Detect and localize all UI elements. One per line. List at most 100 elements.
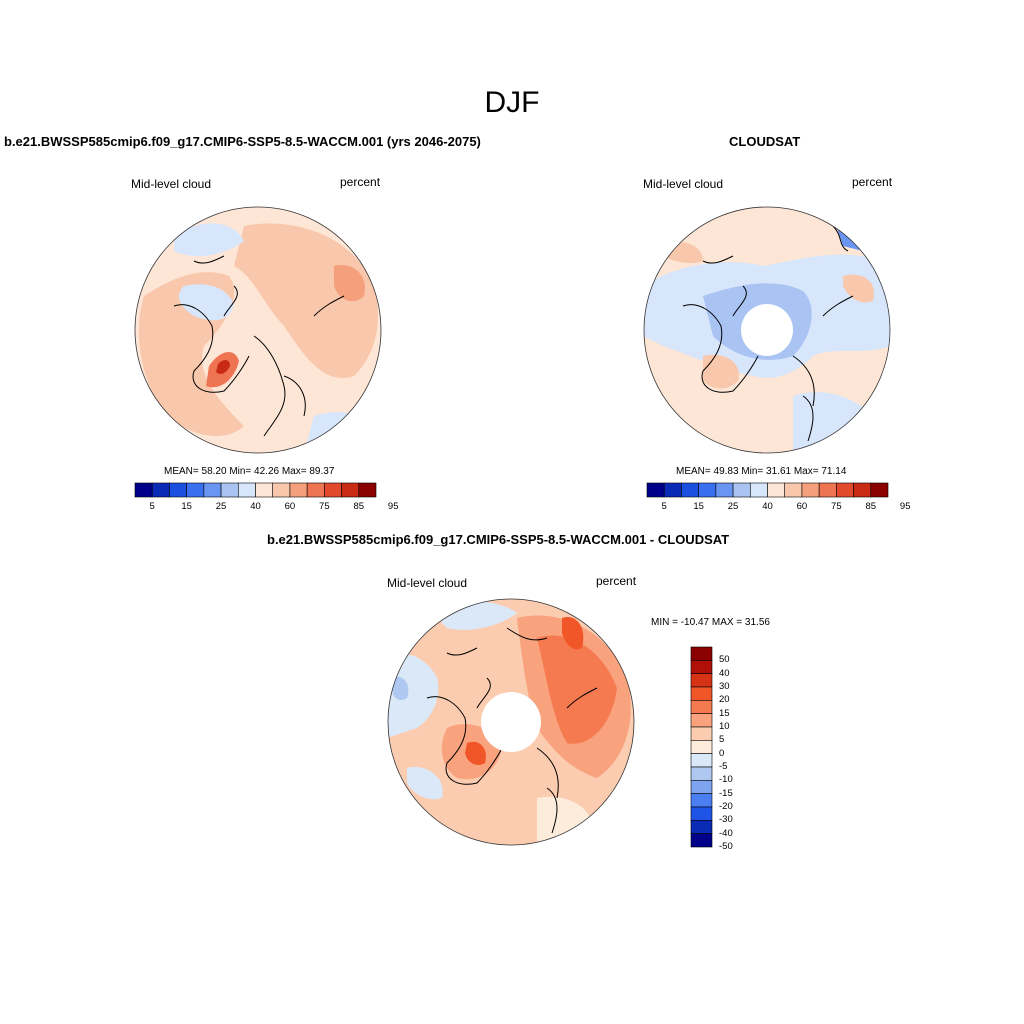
- panel3-stats: MIN = -10.47 MAX = 31.56: [651, 617, 770, 628]
- colorbar-swatch: [690, 713, 713, 728]
- panel1-variable-label: Mid-level cloud: [131, 177, 212, 191]
- colorbar-tick-label: -10: [719, 774, 733, 786]
- colorbar-tick-label: -20: [719, 801, 733, 812]
- colorbar-swatch: [749, 482, 768, 498]
- colorbar-tick-label: 50: [719, 654, 730, 666]
- colorbar-swatch: [306, 482, 325, 498]
- colorbar-tick-label: -5: [719, 761, 728, 772]
- colorbar-swatch: [358, 482, 377, 498]
- colorbar-swatch: [690, 820, 713, 834]
- colorbar-swatch: [690, 780, 713, 794]
- panel2-colorbar: [646, 482, 889, 498]
- colorbar-swatch: [690, 793, 713, 808]
- colorbar-tick-label: 25: [727, 501, 739, 512]
- colorbar-swatch: [272, 482, 291, 498]
- colorbar-tick-label: 40: [719, 667, 730, 679]
- panel3-field-negative: [388, 654, 439, 738]
- colorbar-tick-label: 40: [250, 501, 261, 512]
- colorbar-swatch: [732, 482, 751, 498]
- colorbar-swatch: [690, 833, 713, 848]
- colorbar-tick-label: 75: [831, 501, 842, 512]
- panel2-variable-label: Mid-level cloud: [643, 177, 724, 191]
- colorbar-tick-label: 30: [719, 681, 730, 692]
- panel3-field-positive-2: [537, 635, 617, 744]
- colorbar-swatch: [289, 482, 308, 498]
- colorbar-tick-label: 95: [899, 501, 911, 512]
- colorbar-swatch: [690, 673, 713, 688]
- panel2-field-moderate: [703, 354, 739, 389]
- colorbar-swatch: [690, 660, 713, 674]
- colorbar-swatch: [134, 482, 153, 498]
- colorbar-tick-label: 60: [796, 501, 808, 512]
- colorbar-swatch: [690, 753, 713, 768]
- colorbar-tick-label: 5: [719, 734, 725, 746]
- panel3-colorbar: [690, 646, 713, 848]
- colorbar-tick-label: 85: [865, 501, 877, 512]
- panel3-polar-map: [387, 598, 635, 846]
- panel2-units-label: percent: [852, 175, 893, 189]
- panel2-field-moderate-3: [843, 274, 874, 303]
- panel1-field-moderate: [234, 223, 378, 378]
- panel1-field-low: [178, 284, 234, 321]
- colorbar-swatch: [690, 726, 713, 741]
- panel2-polar-map: [643, 206, 891, 454]
- colorbar-tick-label: -15: [719, 787, 733, 799]
- colorbar-swatch: [663, 482, 682, 498]
- colorbar-tick-label: -30: [719, 814, 733, 826]
- colorbar-swatch: [681, 482, 699, 498]
- colorbar-swatch: [690, 646, 713, 661]
- colorbar-tick-label: 15: [693, 501, 704, 512]
- colorbar-tick-label: 15: [719, 707, 730, 719]
- panel3-missing-data-hole: [481, 692, 541, 752]
- panel1-units-label: percent: [340, 175, 381, 189]
- colorbar-swatch: [801, 482, 820, 498]
- colorbar-swatch: [646, 482, 665, 498]
- colorbar-swatch: [203, 482, 222, 498]
- panel2-coastline: [682, 225, 854, 442]
- colorbar-swatch: [690, 806, 713, 821]
- colorbar-swatch: [853, 482, 872, 498]
- colorbar-tick-label: 60: [284, 501, 296, 512]
- colorbar-tick-label: 15: [181, 501, 192, 512]
- colorbar-swatch: [341, 482, 360, 498]
- colorbar-swatch: [690, 740, 713, 754]
- colorbar-tick-label: -40: [719, 827, 733, 839]
- colorbar-tick-label: 10: [719, 721, 730, 732]
- colorbar-tick-label: 75: [319, 501, 330, 512]
- figure-title: DJF: [484, 86, 540, 119]
- panel3-units-label: percent: [596, 574, 637, 588]
- colorbar-swatch: [255, 482, 274, 498]
- colorbar-swatch: [818, 482, 837, 498]
- colorbar-tick-label: 25: [215, 501, 227, 512]
- colorbar-swatch: [767, 482, 786, 498]
- panel2-missing-data-hole: [741, 304, 793, 356]
- colorbar-swatch: [784, 482, 803, 498]
- colorbar-swatch: [870, 482, 889, 498]
- colorbar-tick-label: 20: [719, 694, 730, 706]
- panel3-field-negative-3: [407, 767, 443, 800]
- panel1-field-low-2: [174, 223, 244, 257]
- panel2-stats: MEAN= 49.83 Min= 31.61 Max= 71.14: [676, 466, 847, 477]
- colorbar-swatch: [186, 482, 205, 498]
- panel1-field-high: [334, 265, 365, 302]
- colorbar-swatch: [151, 482, 170, 498]
- colorbar-tick-label: 5: [149, 501, 155, 512]
- panel1-polar-map: [134, 206, 382, 454]
- panel1-colorbar: [134, 482, 377, 498]
- colorbar-tick-label: 40: [762, 501, 773, 512]
- colorbar-swatch: [324, 482, 342, 498]
- panel3-title: b.e21.BWSSP585cmip6.f09_g17.CMIP6-SSP5-8…: [267, 532, 730, 547]
- colorbar-tick-label: 95: [387, 501, 399, 512]
- panel3-variable-label: Mid-level cloud: [387, 576, 468, 590]
- colorbar-swatch: [698, 482, 717, 498]
- colorbar-swatch: [715, 482, 734, 498]
- colorbar-swatch: [836, 482, 854, 498]
- colorbar-tick-label: -50: [719, 841, 733, 852]
- colorbar-swatch: [690, 686, 713, 701]
- colorbar-swatch: [220, 482, 239, 498]
- colorbar-swatch: [169, 482, 187, 498]
- colorbar-tick-label: 5: [661, 501, 667, 512]
- panel2-title: CLOUDSAT: [729, 134, 801, 149]
- panel1-stats: MEAN= 58.20 Min= 42.26 Max= 89.37: [164, 466, 335, 477]
- panel1-title: b.e21.BWSSP585cmip6.f09_g17.CMIP6-SSP5-8…: [4, 134, 481, 149]
